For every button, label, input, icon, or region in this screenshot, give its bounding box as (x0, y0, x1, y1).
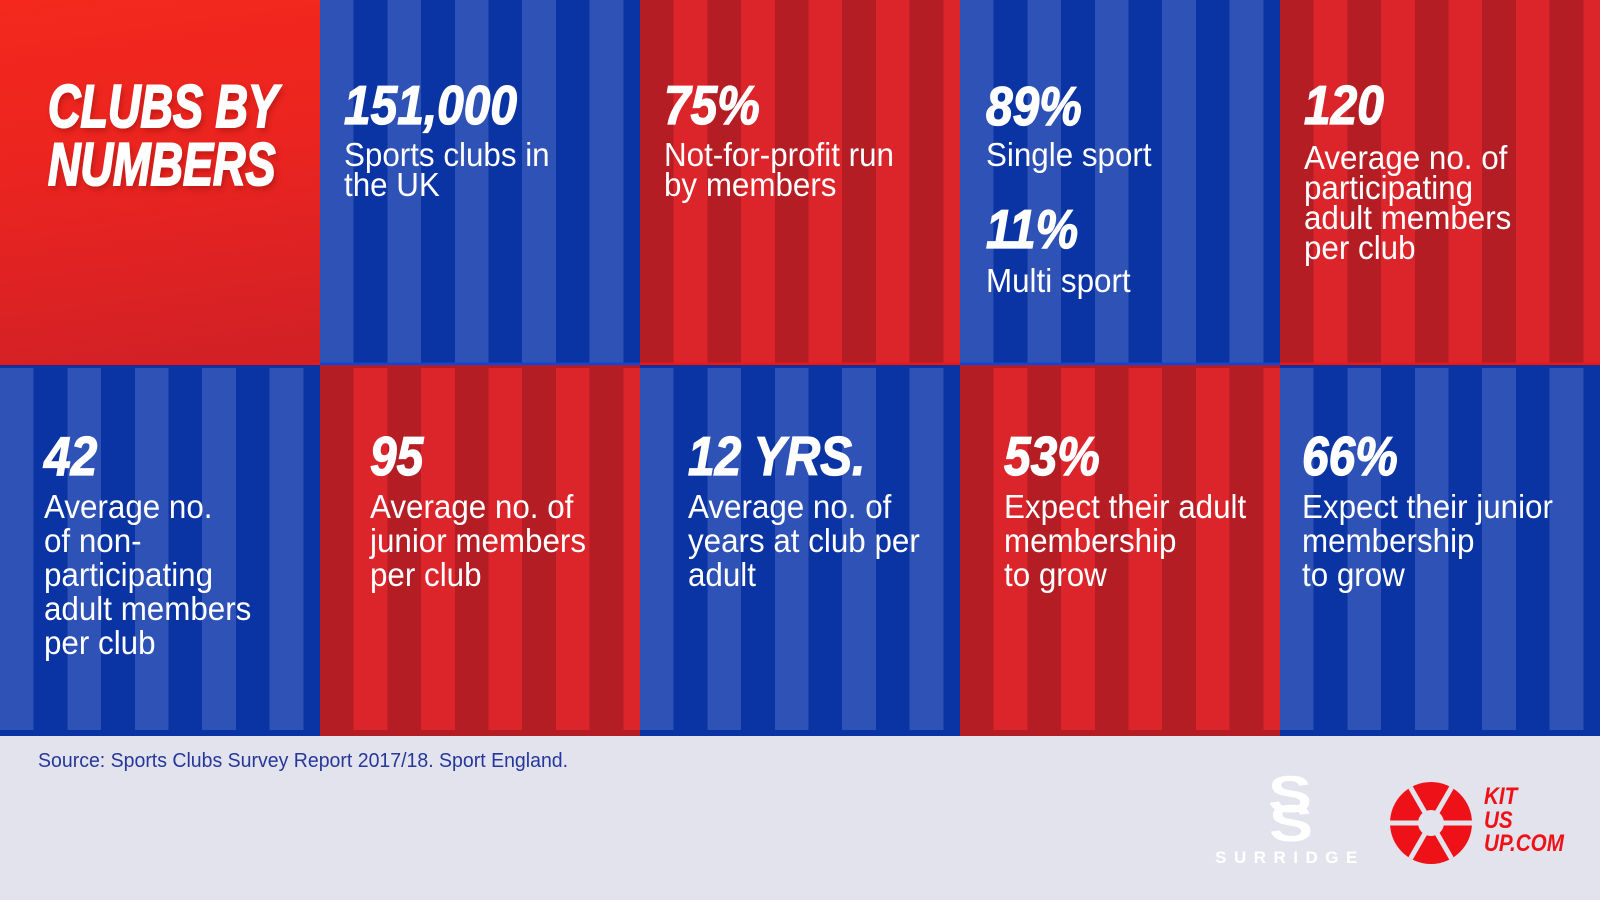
svg-text:SURRIDGE: SURRIDGE (1215, 848, 1365, 867)
svg-text:S: S (1269, 795, 1313, 853)
svg-text:S: S (1268, 768, 1312, 824)
